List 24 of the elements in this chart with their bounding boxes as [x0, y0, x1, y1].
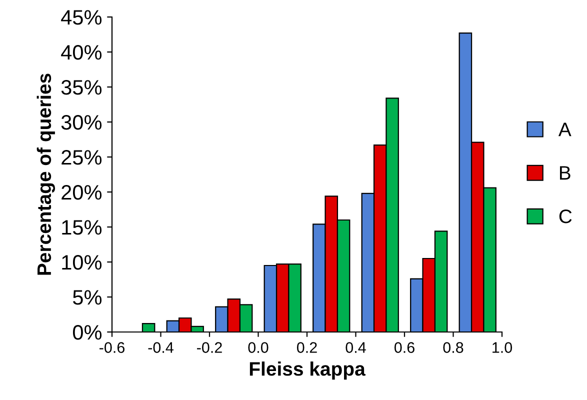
x-tick-label: 0.4	[346, 342, 366, 353]
legend-label: C	[559, 210, 572, 224]
y-tick-label: 40%	[61, 45, 102, 60]
y-tick-label: 0%	[72, 325, 102, 340]
y-axis-title: Percentage of queries	[36, 74, 56, 275]
y-tick-label: 20%	[62, 185, 102, 200]
y-tick-label: 5%	[73, 290, 102, 305]
x-tick-label: -0.4	[148, 342, 174, 353]
y-tick-label: 10%	[62, 255, 102, 270]
x-tick-label: -0.6	[100, 342, 124, 353]
x-tick-label: 0.2	[296, 342, 317, 353]
y-tick-label: 35%	[61, 80, 102, 95]
y-tick-label: 30%	[61, 115, 102, 130]
legend-label: A	[558, 122, 572, 136]
x-tick-label: 0.0	[248, 342, 268, 353]
x-axis-title: Fleiss kappa	[250, 362, 366, 380]
x-tick-label: 0.8	[443, 342, 464, 353]
x-tick-label: -0.2	[197, 342, 222, 353]
legend-label: B	[560, 166, 570, 180]
x-tick-label: 1.0	[492, 342, 512, 353]
y-tick-label: 15%	[62, 220, 102, 235]
y-tick-label: 25%	[62, 150, 102, 165]
x-tick-label: 0.6	[394, 342, 414, 353]
y-tick-label: 45%	[61, 10, 102, 25]
